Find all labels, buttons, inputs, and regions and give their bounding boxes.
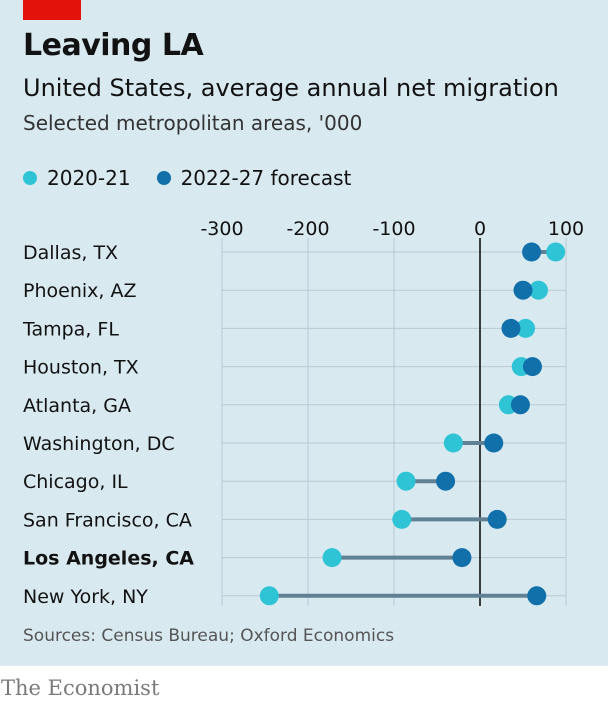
category-label: San Francisco, CA xyxy=(23,509,192,531)
point-2022-27-forecast xyxy=(484,433,504,453)
point-2022-27-forecast xyxy=(436,471,456,491)
legend-dot-icon xyxy=(23,171,37,185)
legend-item-2020-21: 2020-21 xyxy=(23,166,131,190)
category-label: Washington, DC xyxy=(23,433,175,455)
category-label: Chicago, IL xyxy=(23,471,128,493)
x-tick-label: 0 xyxy=(474,218,486,240)
point-2020-21 xyxy=(443,433,463,453)
point-2022-27-forecast xyxy=(527,586,547,606)
point-2022-27-forecast xyxy=(522,357,542,377)
point-2022-27-forecast xyxy=(452,548,472,568)
point-2020-21 xyxy=(392,509,412,529)
source-note: Sources: Census Bureau; Oxford Economics xyxy=(23,626,395,646)
category-label: Tampa, FL xyxy=(22,318,119,340)
legend: 2020-21 2022-27 forecast xyxy=(23,166,377,190)
x-tick-label: 100 xyxy=(548,218,584,240)
point-2020-21 xyxy=(259,586,279,606)
x-tick-label: -300 xyxy=(200,218,243,240)
point-2022-27-forecast xyxy=(513,280,533,300)
x-tick-label: -100 xyxy=(372,218,415,240)
category-label: Dallas, TX xyxy=(23,242,118,264)
category-label: Houston, TX xyxy=(23,357,139,379)
legend-label: 2022-27 forecast xyxy=(180,166,352,190)
point-2020-21 xyxy=(322,548,342,568)
category-label: New York, NY xyxy=(23,586,148,608)
brand-logo: The Economist xyxy=(1,676,160,700)
legend-dot-icon xyxy=(156,171,171,185)
point-2020-21 xyxy=(528,280,548,300)
x-tick-label: -200 xyxy=(286,218,329,240)
chart-subtitle: United States, average annual net migrat… xyxy=(23,74,559,102)
point-2022-27-forecast xyxy=(510,395,530,415)
chart-unit-label: Selected metropolitan areas, '000 xyxy=(23,111,363,135)
legend-item-forecast: 2022-27 forecast xyxy=(156,166,352,190)
point-2022-27-forecast xyxy=(501,318,521,338)
legend-label: 2020-21 xyxy=(47,166,131,190)
dot-chart: -300 -200 -100 0 100 Dallas, TX Phoenix, AZ Tam… xyxy=(22,218,584,608)
category-label: Los Angeles, CA xyxy=(23,548,194,570)
brand-red-tag xyxy=(23,0,81,20)
point-2022-27-forecast xyxy=(487,509,507,529)
category-label: Atlanta, GA xyxy=(23,395,131,417)
point-2020-21 xyxy=(516,318,536,338)
chart-title: Leaving LA xyxy=(23,28,204,63)
point-2020-21 xyxy=(396,471,416,491)
point-2020-21 xyxy=(546,242,566,262)
category-label: Phoenix, AZ xyxy=(23,280,136,302)
point-2022-27-forecast xyxy=(522,242,542,262)
